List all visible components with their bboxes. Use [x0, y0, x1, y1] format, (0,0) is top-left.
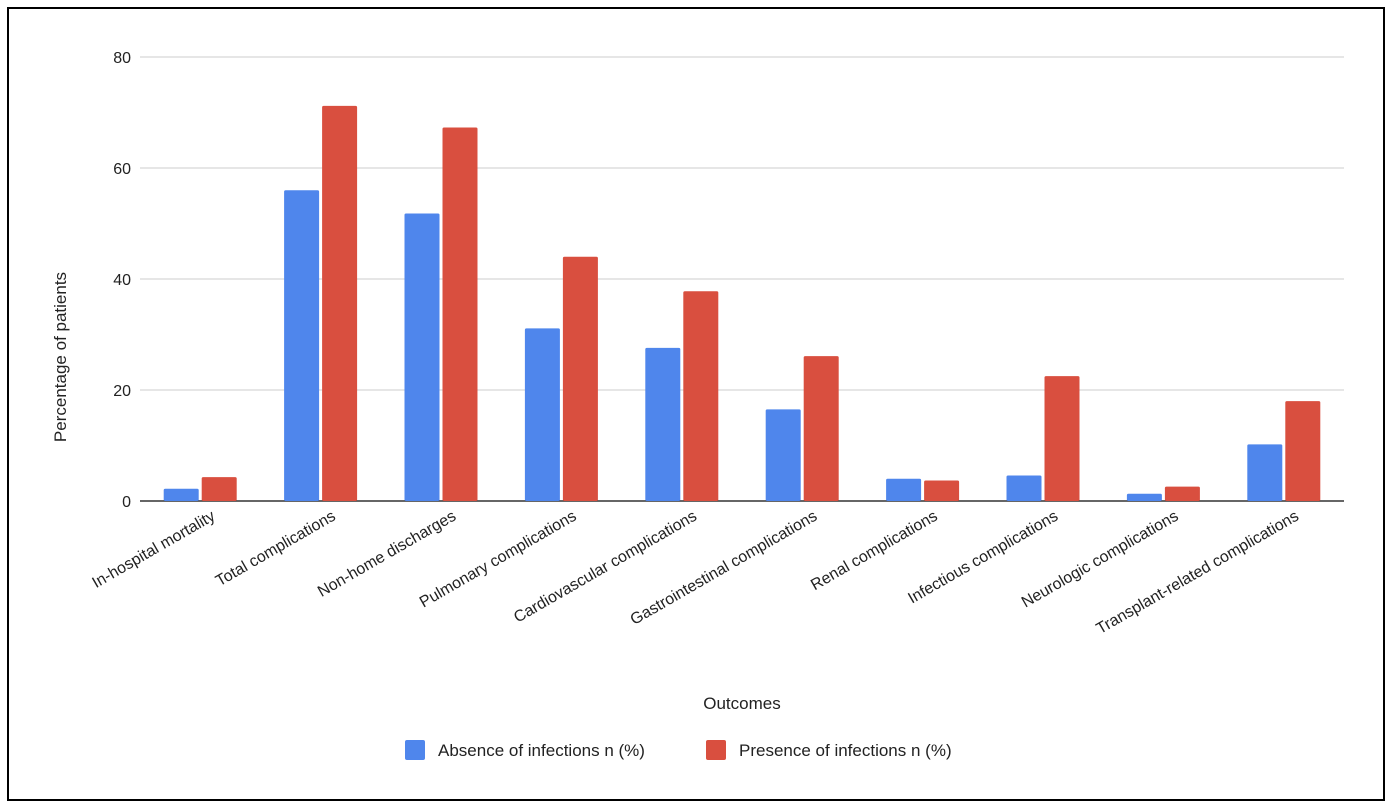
bar-absence-2 [404, 213, 440, 501]
bar-absence-7 [1006, 475, 1042, 501]
x-axis-title: Outcomes [703, 694, 780, 713]
bar-presence-2 [442, 127, 478, 502]
bar-absence-9 [1247, 444, 1283, 501]
bar-absence-3 [524, 328, 560, 501]
bar-absence-6 [886, 478, 922, 501]
y-tick-labels: 0 20 40 60 80 [113, 50, 131, 511]
bar-absence-1 [284, 190, 320, 501]
legend-swatch-presence [706, 740, 726, 760]
y-tick-label: 20 [113, 383, 131, 400]
legend-swatch-absence [405, 740, 425, 760]
x-tick-label: Total complications [213, 508, 339, 590]
legend-label-presence: Presence of infections n (%) [739, 741, 952, 760]
bar-presence-1 [322, 105, 358, 501]
bar-absence-4 [645, 347, 681, 501]
bar-presence-5 [803, 356, 839, 501]
y-tick-label: 60 [113, 161, 131, 178]
bar-presence-6 [924, 480, 960, 501]
bar-presence-9 [1285, 401, 1321, 501]
legend-label-absence: Absence of infections n (%) [438, 741, 645, 760]
bars [163, 105, 1321, 502]
y-tick-label: 80 [113, 50, 131, 67]
y-tick-label: 40 [113, 272, 131, 289]
bar-presence-7 [1044, 376, 1080, 501]
x-tick-label: Transplant-related complications [1094, 508, 1302, 638]
y-tick-label: 0 [122, 494, 131, 511]
bar-presence-3 [562, 256, 598, 501]
bar-presence-8 [1164, 486, 1200, 501]
bar-absence-5 [765, 409, 801, 501]
bar-presence-4 [683, 291, 719, 501]
bar-absence-0 [163, 488, 199, 501]
legend: Absence of infections n (%) Presence of … [405, 740, 952, 760]
x-tick-label: Renal complications [808, 508, 941, 594]
gridlines [140, 56, 1344, 502]
bar-presence-0 [201, 477, 237, 501]
y-axis-title: Percentage of patients [51, 272, 70, 442]
x-tick-label: Gastrointestinal complications [628, 508, 821, 629]
x-tick-label: In-hospital mortality [90, 508, 219, 592]
bar-absence-8 [1126, 493, 1162, 501]
